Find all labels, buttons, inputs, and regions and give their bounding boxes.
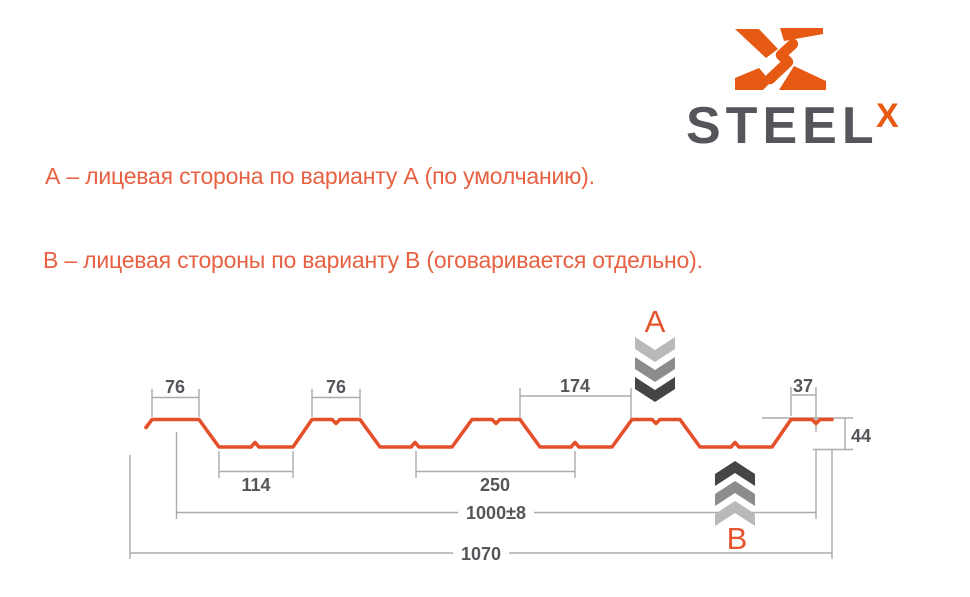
chevrons-down-icon <box>635 337 675 402</box>
logo-x-paths <box>735 28 826 90</box>
dim-bottom-width-label: 114 <box>241 475 271 495</box>
logo-word: STEEL <box>686 97 879 155</box>
note-variant-a: А – лицевая сторона по варианту А (по ум… <box>45 163 595 189</box>
dim-top-flange-2-label: 76 <box>325 377 347 397</box>
dim-lines-opening <box>519 388 632 419</box>
dim-lines-flange1 <box>151 389 200 417</box>
variant-b-label: В <box>726 521 748 556</box>
dim-opening-label: 174 <box>559 376 591 396</box>
dim-lip-label: 37 <box>792 376 814 396</box>
profile-outline <box>144 417 834 449</box>
note-variant-b: В – лицевая стороны по варианту В (огова… <box>43 247 703 273</box>
logo-x-icon <box>735 28 826 90</box>
chevrons-up-icon <box>715 461 755 526</box>
dimension-lines <box>129 387 853 559</box>
dim-pitch-label: 250 <box>479 475 511 495</box>
dim-height-label: 44 <box>851 426 872 446</box>
logo-sup-x: X <box>876 97 899 135</box>
dim-overall-width-label: 1070 <box>452 545 510 563</box>
dim-top-flange-1-label: 76 <box>164 377 186 397</box>
dim-lines-flange2 <box>311 389 361 417</box>
variant-a-label: А <box>644 304 666 339</box>
dim-working-width-label: 1000±8 <box>458 504 534 522</box>
dim-lines-bottom-width <box>218 451 294 478</box>
dim-lines-pitch <box>415 451 576 478</box>
